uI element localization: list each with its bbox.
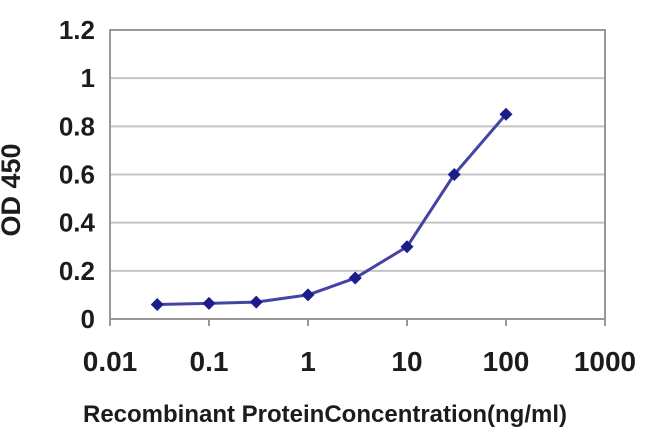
data-point-marker [202, 296, 216, 310]
y-tick-label: 0.2 [59, 256, 95, 286]
y-tick-label: 1.2 [59, 15, 95, 45]
x-tick-label: 0.1 [190, 346, 229, 377]
data-point-marker [400, 240, 414, 254]
y-tick-label: 0.8 [59, 111, 95, 141]
x-tick-labels: 0.01 0.1 1 10 100 1000 [83, 346, 636, 377]
x-tick-label: 100 [483, 346, 530, 377]
x-axis-title: Recombinant ProteinConcentration(ng/ml) [83, 401, 567, 428]
plot-area-border [109, 29, 606, 320]
x-axis-tick-marks [109, 319, 606, 326]
data-point-marker [249, 295, 263, 309]
data-point-marker [499, 107, 513, 121]
y-tick-label: 0.6 [59, 160, 95, 190]
data-series [150, 107, 513, 312]
x-tick-label: 0.01 [83, 346, 138, 377]
y-tick-label: 0 [81, 304, 95, 334]
data-point-marker [150, 298, 164, 312]
y-tick-labels: 0 0.2 0.4 0.6 0.8 1 1.2 [59, 15, 96, 334]
y-axis-title: OD 450 [0, 143, 26, 236]
x-tick-label: 10 [391, 346, 422, 377]
data-point-marker [348, 271, 362, 285]
y-tick-label: 0.4 [59, 208, 96, 238]
data-line [155, 112, 508, 307]
data-point-marker [447, 168, 461, 181]
data-point-marker [301, 288, 315, 302]
x-tick-label: 1 [300, 346, 316, 377]
x-tick-label: 1000 [574, 346, 636, 377]
y-tick-label: 1 [81, 63, 95, 93]
